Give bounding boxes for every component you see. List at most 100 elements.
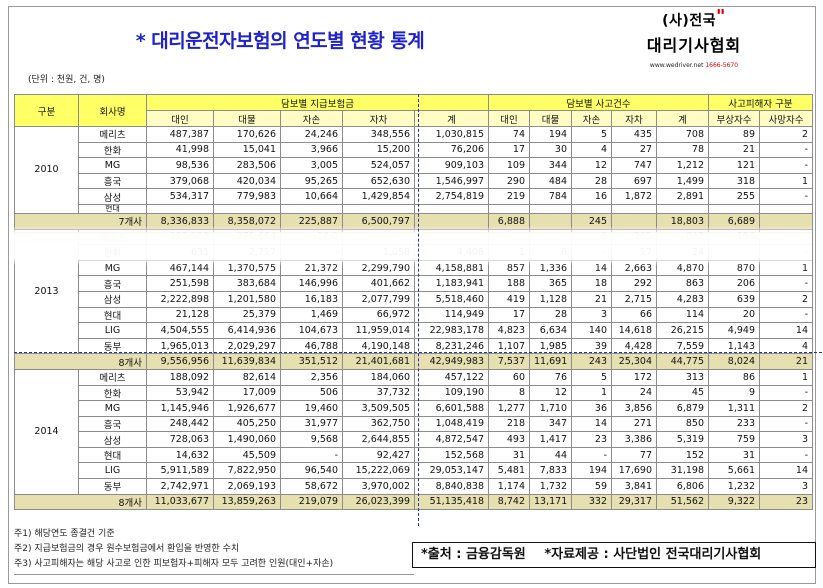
value-cell: 2,644,855 [342,431,415,448]
value-cell: 3,856 [611,400,657,417]
value-cell: 4,949 [708,322,760,339]
source-box: *출처 : 금융감독원 *자료제공 : 사단법인 전국대리기사협회 [412,542,816,568]
summary-row: 8개사 9,556,956 11,639,834 351,512 21,401,681 4… [14,353,814,370]
value-cell: 5,661 [708,462,760,480]
value-cell: 652,630 [342,172,415,190]
value-cell: 27 [611,141,657,159]
value-cell: 60 [488,368,530,386]
value-cell: 31 [488,446,530,464]
value-cell: - [758,188,814,205]
value-cell: 405,250 [213,415,281,433]
value-cell: 15,200 [342,141,415,159]
value-cell: 365 [529,275,572,292]
value-cell: 3,005 [280,157,343,174]
value-cell: 348,556 [342,126,415,143]
value-cell: 1,174 [488,478,530,495]
summary-value-cell [611,212,657,230]
value-cell: 5 [571,126,612,143]
summary-value-cell: 245 [571,212,612,230]
value-cell: 219 [488,188,530,205]
summary-value-cell: 23 [758,493,814,511]
value-cell: 98,536 [146,157,214,174]
source-publisher: *출처 : 금융감독원 [421,547,526,562]
value-cell: - [758,384,814,402]
value-cell: 41,998 [146,141,214,159]
value-cell: 17,009 [213,384,281,402]
value-cell: 17 [488,141,530,159]
summary-value-cell: 21,401,681 [342,353,415,370]
value-cell: 121 [708,157,760,174]
value-cell: 3,386 [611,431,657,448]
header-insurer: 회사명 [78,94,147,127]
logo-quote-mark: " [716,6,726,27]
value-cell: 76 [529,368,572,386]
value-cell: 30 [529,141,572,159]
summary-label: 8개사 [14,493,147,511]
value-cell: 290 [488,172,530,190]
value-cell: 21,128 [146,306,214,324]
value-cell: 779,983 [213,188,281,205]
summary-value-cell: 26,023,399 [342,493,415,511]
value-cell: 784 [529,188,572,205]
summary-value-cell: 29,317 [611,493,657,511]
value-cell: 1,732 [529,478,572,495]
value-cell: 2,222,898 [146,290,214,308]
summary-value-cell: 11,033,677 [146,493,214,511]
subheader-sub2-0: 대인 [488,110,530,127]
value-cell: 1,710 [529,400,572,417]
value-cell: 82,614 [213,368,281,386]
value-cell: 2 [758,290,814,308]
insurer-cell: 삼성 [78,431,147,448]
value-cell: 1,546,997 [414,172,489,190]
insurer-cell: 한화 [78,141,147,159]
value-cell: 271 [611,415,657,433]
summary-value-cell: 44,775 [656,353,709,370]
insurer-cell: LIG [78,322,147,339]
value-cell: 4,504,555 [146,322,214,339]
summary-value-cell: 8,336,833 [146,212,214,230]
value-cell: 1,201,580 [213,290,281,308]
insurer-cell: 메리츠 [78,368,147,386]
value-cell: 31,977 [280,415,343,433]
dashed-vertical-guide [418,94,419,526]
value-cell: 534,317 [146,188,214,205]
insurer-cell: LIG [78,462,147,480]
summary-row: 7개사 8,336,833 8,358,072 225,887 6,500,797 6,8… [14,212,814,230]
value-cell: 2,742,971 [146,478,214,495]
value-cell: - [758,415,814,433]
value-cell: 5,518,460 [414,290,489,308]
summary-value-cell: 11,639,834 [213,353,281,370]
value-cell: 697 [611,172,657,190]
value-cell: 58,672 [280,478,343,495]
subheader-sub3-0: 부상자수 [708,110,760,127]
value-cell: - [571,446,612,464]
subheader-sub2-1: 대물 [529,110,572,127]
insurer-cell: 현대 [78,446,147,464]
value-cell: 5,481 [488,462,530,480]
table-row: 현대 21,128 25,379 1,469 66,972 114,949 17 28 3 66 1… [15,306,814,324]
value-cell: 16 [571,188,612,205]
value-cell: 3,841 [611,478,657,495]
subheader-sub1-2: 자손 [280,110,343,127]
table-row: 동부 1,965,013 2,029,297 46,788 4,190,148 8,231… [15,337,814,355]
table-row: 흥국 248,442 405,250 31,977 362,750 1,048,419 21… [15,415,814,433]
table-row: 2014 메리츠 188,092 82,614 2,356 184,060 457,122 6… [14,368,814,495]
value-cell: 45,509 [213,446,281,464]
value-cell: 850 [656,415,709,433]
insurer-cell: 흥국 [78,275,147,292]
value-cell: 1,277 [488,400,530,417]
summary-value-cell: 6,500,797 [342,212,415,230]
value-cell [280,203,343,214]
insurer-cell: 메리츠 [78,126,147,143]
value-cell: 1,469 [280,306,343,324]
page-title: * 대리운전자보험의 연도별 현황 통계 [135,30,425,52]
value-cell [611,203,657,214]
value-cell: 66 [611,306,657,324]
value-cell: 419 [488,290,530,308]
value-cell: 6,601,588 [414,400,489,417]
summary-value-cell: 351,512 [280,353,343,370]
table-row: MG 98,536 283,506 3,005 524,057 909,103 109 344… [15,157,814,174]
value-cell: - [280,446,343,464]
value-cell: 109 [488,157,530,174]
summary-value-cell: 9,322 [708,493,760,511]
